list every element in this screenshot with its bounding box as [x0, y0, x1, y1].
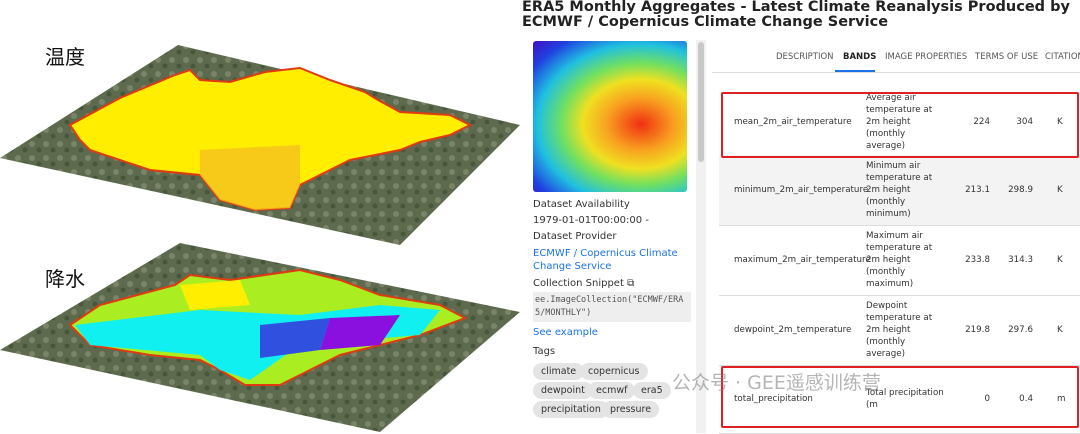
scrollbar[interactable] [696, 40, 706, 433]
field-label: Dataset Provider [533, 231, 617, 242]
band-min: 224 [973, 116, 990, 127]
highlight-box [721, 92, 1079, 158]
band-name: minimum_2m_air_temperature [734, 185, 869, 195]
band-units: K [1057, 116, 1063, 127]
band-min: 213.1 [965, 185, 990, 195]
tag-chip[interactable]: climate [533, 363, 585, 380]
field-label: Dataset Availability [533, 199, 630, 210]
band-description: Minimum air temperature at 2m height (mo… [866, 161, 933, 219]
tab[interactable]: TERMS OF USE [975, 52, 1039, 62]
copy-icon[interactable]: ⧉ [627, 278, 635, 289]
code-snippet: ee.ImageCollection("ECMWF/ERA5/MONTHLY") [533, 292, 691, 322]
tab[interactable]: DESCRIPTION [776, 52, 834, 62]
tag-chip[interactable]: pressure [602, 401, 660, 418]
band-max: 314.3 [1008, 255, 1033, 265]
dataset-thumbnail [533, 41, 687, 192]
field-label: Collection Snippet ⧉ [533, 278, 634, 289]
field-label: Tags [533, 346, 556, 357]
precipitation-cell [320, 315, 400, 350]
provider-link[interactable]: ECMWF / Copernicus Climate Change Servic… [533, 248, 678, 272]
tab-indicator [835, 70, 875, 72]
band-max: 304 [1016, 116, 1033, 127]
band-name: maximum_2m_air_temperature [734, 255, 871, 265]
precipitation-cell [180, 280, 250, 310]
tab-divider [712, 72, 1080, 73]
band-name: total_precipitation [734, 394, 813, 404]
band-name: dewpoint_2m_temperature [734, 325, 852, 335]
band-row: maximum_2m_air_temperature Maximum air te… [719, 225, 1080, 296]
highlight-box [721, 366, 1079, 428]
watermark: 公众号 · GEE遥感训练营 [672, 372, 881, 394]
band-min: 219.8 [965, 325, 990, 335]
band-units: K [1057, 185, 1063, 195]
map-label: 降水 [45, 267, 85, 291]
band-description: Average air temperature at 2m height (mo… [866, 92, 933, 151]
band-units: K [1057, 325, 1063, 335]
tag-chip[interactable]: dewpoint [533, 382, 593, 399]
tag-chip[interactable]: era5 [633, 382, 671, 399]
band-row: dewpoint_2m_temperature Dewpoint temperat… [719, 295, 1080, 366]
dataset-title: ERA5 Monthly Aggregates - Latest Climate… [522, 0, 1070, 30]
scroll-thumb[interactable] [698, 42, 704, 162]
tab[interactable]: BANDS [843, 52, 877, 62]
tag-chip[interactable]: ecmwf [588, 382, 636, 399]
band-description: Maximum air temperature at 2m height (mo… [866, 231, 933, 289]
band-units: m [1057, 394, 1066, 404]
band-description: Total precipitation (m [866, 388, 944, 410]
band-max: 298.9 [1008, 185, 1033, 195]
tab[interactable]: IMAGE PROPERTIES [885, 52, 968, 62]
map-panel: 温度 降水 [0, 45, 520, 432]
temperature-cell [200, 145, 300, 210]
precipitation-cell [260, 318, 330, 358]
band-description: Dewpoint temperature at 2m height (month… [866, 301, 933, 359]
tab[interactable]: CITATION [1045, 52, 1080, 62]
band-min: 0 [984, 394, 990, 404]
map-label: 温度 [45, 45, 85, 69]
band-max: 0.4 [1019, 394, 1033, 404]
band-units: K [1057, 255, 1063, 265]
band-row: minimum_2m_air_temperature Minimum air te… [719, 155, 1080, 226]
snippet-label: Collection Snippet [533, 278, 624, 289]
tag-chip[interactable]: copernicus [580, 363, 648, 380]
tag-chip[interactable]: precipitation [533, 401, 609, 418]
band-min: 233.8 [965, 255, 990, 265]
availability: 1979-01-01T00:00:00 - [533, 215, 649, 226]
band-name: mean_2m_air_temperature [734, 116, 852, 127]
example-link[interactable]: See example [533, 327, 598, 338]
band-max: 297.6 [1008, 325, 1033, 335]
